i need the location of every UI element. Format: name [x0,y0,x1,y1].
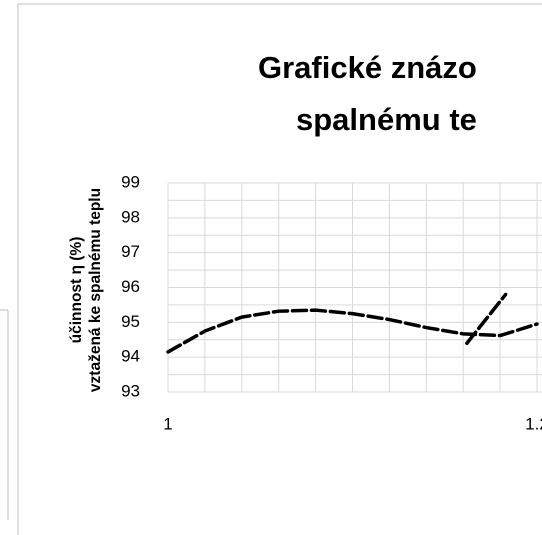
y-tick-label: 97 [121,242,140,261]
chart-title: Grafické znázo [258,50,477,85]
y-tick-label: 98 [121,207,140,226]
y-tick-label: 93 [121,381,140,400]
x-tick-label: 1.2 [525,414,542,433]
y-axis-title-line: účinnost η (%) [68,237,85,344]
y-axis-title-line: vztažená ke spalnému teplu [87,188,104,392]
y-tick-label: 95 [121,312,140,331]
line-series [465,292,508,345]
y-tick-label: 99 [121,172,140,191]
y-tick-label: 96 [121,277,140,296]
y-axis-title: účinnost η (%) vztažená ke spalnému tepl… [68,188,104,392]
x-tick-label: 1 [163,414,172,433]
y-tick-label: 94 [121,347,140,366]
chart-title: spalnému te [296,102,477,137]
